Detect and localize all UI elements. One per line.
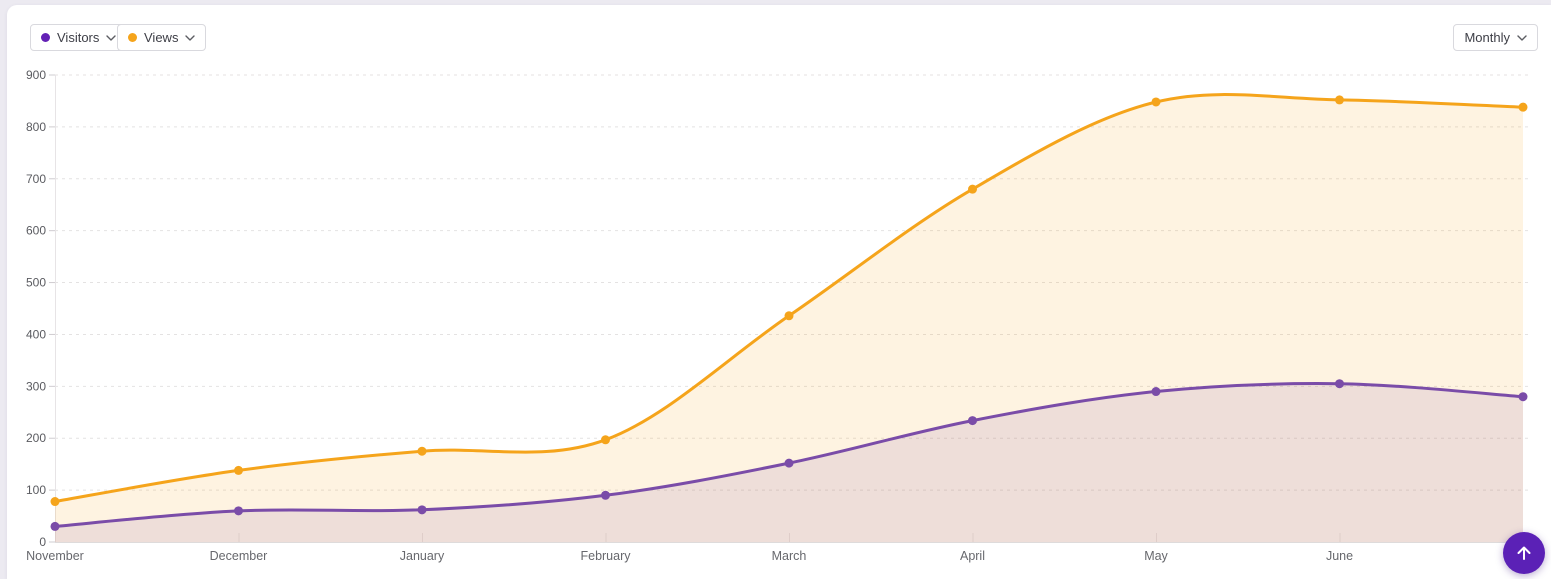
legend-dropdown-views[interactable]: Views (117, 24, 207, 51)
period-dropdown-value: Monthly (1464, 30, 1510, 45)
chevron-down-icon (1517, 34, 1527, 41)
legend-visitors-label: Visitors (57, 30, 100, 45)
chevron-down-icon (106, 34, 117, 41)
chevron-down-icon (185, 34, 196, 41)
chart-card: Visitors Views Monthly (7, 5, 1551, 579)
visitors-series-color-dot (41, 33, 50, 42)
legend-views-label: Views (144, 30, 179, 45)
arrow-up-icon (1517, 546, 1531, 560)
scroll-to-top-button[interactable] (1503, 532, 1545, 574)
views-series-color-dot (128, 33, 137, 42)
legend-dropdown-visitors[interactable]: Visitors (30, 24, 128, 51)
period-dropdown[interactable]: Monthly (1453, 24, 1538, 51)
